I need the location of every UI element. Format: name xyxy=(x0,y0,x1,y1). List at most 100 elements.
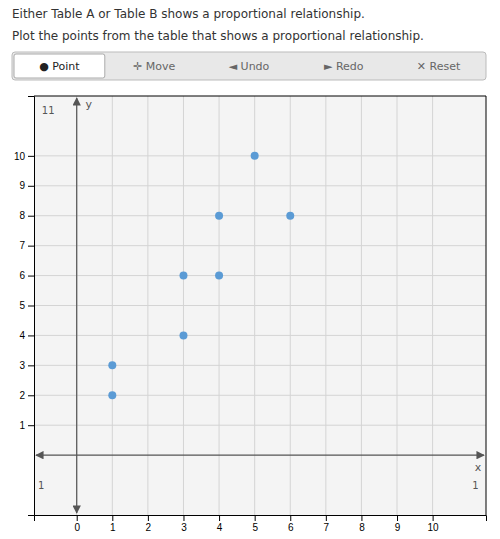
title: Either Table A or Table B shows a propor… xyxy=(12,7,365,21)
x-tick: 0 xyxy=(74,515,80,533)
y-tick: 6 xyxy=(19,270,34,281)
x-tick-mark xyxy=(148,515,149,521)
x-origin-axis xyxy=(36,455,484,456)
x-tick-label: 10 xyxy=(428,522,440,533)
x-tick: 7 xyxy=(324,515,330,533)
x-tick-label: 7 xyxy=(324,522,330,533)
grid-line-y xyxy=(34,275,486,276)
x-tick-mark xyxy=(255,515,256,521)
y-tick: 8 xyxy=(19,210,34,221)
y-tick: 5 xyxy=(19,300,34,311)
point xyxy=(179,331,187,339)
plot-background xyxy=(34,96,486,515)
y-tick: 4 xyxy=(19,330,34,341)
grid-line-y xyxy=(34,305,486,306)
x-tick-label: 9 xyxy=(395,522,401,533)
grid-line-y xyxy=(34,185,486,186)
toolbar-item: ► Redo xyxy=(324,60,364,73)
x-tick-mark xyxy=(361,515,362,521)
x-tick-mark xyxy=(77,515,78,521)
grid-line-y xyxy=(34,215,486,216)
x-tick: 3 xyxy=(181,515,187,533)
y-axis-line xyxy=(28,97,35,516)
point xyxy=(215,272,223,280)
y-tick: 7 xyxy=(19,240,34,251)
point xyxy=(286,212,294,220)
toolbar-item: ◄ Undo xyxy=(229,60,270,73)
y-axis-title: y xyxy=(85,98,92,111)
grid-line-y xyxy=(34,395,486,396)
grid-line-x xyxy=(76,96,77,515)
x-tick: 10 xyxy=(428,515,440,533)
y-tick-label: 4 xyxy=(19,330,25,341)
point xyxy=(215,212,223,220)
y-tick-label: 9 xyxy=(19,180,25,191)
x-tick-label: 2 xyxy=(146,522,152,533)
point xyxy=(108,361,116,369)
y-tick-mark xyxy=(28,156,34,157)
y-tick: 3 xyxy=(19,360,34,371)
y-origin-axis xyxy=(76,98,77,513)
frame-right xyxy=(486,96,487,515)
point xyxy=(108,391,116,399)
y-tick-label: 5 xyxy=(19,300,25,311)
frame-top xyxy=(34,96,486,97)
toolbar-item: ✕ Reset xyxy=(417,60,461,73)
y-tick-label: 2 xyxy=(19,390,25,401)
y-tick: 10 xyxy=(14,151,34,162)
toolbar-background xyxy=(12,52,486,80)
x-tick-mark xyxy=(290,515,291,521)
x-tick: 2 xyxy=(146,515,152,533)
annotation: 11 xyxy=(42,105,55,116)
x-tick-label: 8 xyxy=(359,522,365,533)
x-tick: 5 xyxy=(252,515,258,533)
subtitle: Plot the points from the table that show… xyxy=(12,29,424,43)
y-tick-mark xyxy=(28,365,34,366)
y-tick-mark xyxy=(28,306,34,307)
y-tick-label: 10 xyxy=(14,151,26,162)
y-tick-mark xyxy=(28,216,34,217)
point xyxy=(251,152,259,160)
y-tick-label: 7 xyxy=(19,240,25,251)
x-tick: 8 xyxy=(359,515,365,533)
x-tick: 6 xyxy=(288,515,294,533)
toolbar-item: ✛ Move xyxy=(133,60,175,73)
y-tick-mark xyxy=(28,276,34,277)
y-tick-mark xyxy=(28,186,34,187)
annotation: 1 xyxy=(472,480,478,491)
y-tick-mark xyxy=(28,395,34,396)
y-tick-label: 1 xyxy=(19,420,25,431)
x-tick-label: 6 xyxy=(288,522,294,533)
x-tick-mark xyxy=(433,515,434,521)
y-tick-mark xyxy=(28,425,34,426)
x-tick: 1 xyxy=(110,515,116,533)
x-tick: 9 xyxy=(395,515,401,533)
y-tick-mark xyxy=(28,335,34,336)
x-tick-label: 0 xyxy=(74,522,80,533)
y-tick: 1 xyxy=(19,420,34,431)
y-tick-mark xyxy=(28,246,34,247)
x-axis-line xyxy=(35,516,487,522)
y-tick-label: 8 xyxy=(19,210,25,221)
grid-line-y xyxy=(34,335,486,336)
y-tick-label: 6 xyxy=(19,270,25,281)
x-tick-mark xyxy=(219,515,220,521)
toolbar-item: ● Point xyxy=(39,60,80,73)
x-axis-title: x xyxy=(475,461,482,474)
x-tick-mark xyxy=(397,515,398,521)
annotation: 1 xyxy=(38,480,44,491)
x-tick: 4 xyxy=(217,515,223,533)
grid-line-y xyxy=(34,245,486,246)
x-tick-label: 4 xyxy=(217,522,223,533)
x-tick-label: 1 xyxy=(110,522,116,533)
chart: Either Table A or Table B shows a propor… xyxy=(0,0,500,539)
y-tick: 2 xyxy=(19,390,34,401)
toolbar-selected xyxy=(14,54,105,78)
x-tick-mark xyxy=(326,515,327,521)
x-axis: 0 1 2 3 4 5 6 7 8 9 10 xyxy=(35,515,487,533)
x-tick-label: 3 xyxy=(181,522,187,533)
point xyxy=(179,272,187,280)
x-tick-mark xyxy=(183,515,184,521)
points xyxy=(108,152,294,399)
toolbar: ● Point ✛ Move ◄ Undo ► Redo ✕ Reset xyxy=(12,52,486,80)
